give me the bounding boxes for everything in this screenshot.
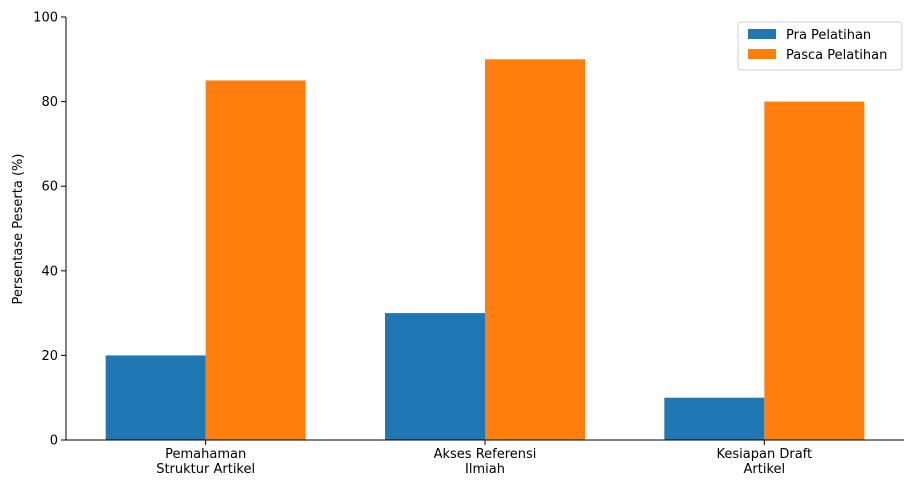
legend-box bbox=[737, 21, 903, 71]
y-tick-label-5: 100 bbox=[33, 11, 58, 26]
y-axis-label: Persentase Peserta (%) bbox=[11, 154, 26, 305]
y-tick-label-0: 0 bbox=[50, 434, 58, 449]
legend: Pra Pelatihan Pasca Pelatihan bbox=[737, 21, 903, 71]
legend-label-0: Pra Pelatihan bbox=[786, 28, 871, 43]
bar-pra-1 bbox=[385, 313, 485, 440]
bar-pra-2 bbox=[664, 397, 765, 440]
y-tick-label-1: 20 bbox=[41, 349, 58, 364]
legend-label-1: Pasca Pelatihan bbox=[786, 48, 887, 63]
x-tick-label-1: Akses Referensi Ilmiah bbox=[434, 447, 537, 477]
y-tick-label-4: 80 bbox=[41, 95, 58, 110]
x-tick-label-0: Pemahaman Struktur Artikel bbox=[156, 447, 255, 477]
bar-pasca-1 bbox=[485, 59, 585, 441]
x-tick-label-2: Kesiapan Draft Artikel bbox=[717, 447, 813, 477]
legend-swatch-0 bbox=[748, 29, 776, 39]
legend-swatch-1 bbox=[748, 49, 776, 59]
bar-pra-0 bbox=[105, 355, 206, 440]
bar-pasca-0 bbox=[205, 80, 306, 440]
y-tick-label-2: 40 bbox=[41, 264, 58, 279]
bar-pasca-2 bbox=[764, 101, 865, 440]
bars-layer bbox=[105, 59, 865, 441]
y-tick-label-3: 60 bbox=[41, 180, 58, 195]
axes-layer: 0 20 40 60 80 100 Pemahaman Struktur Artikel Aks… bbox=[33, 11, 904, 477]
